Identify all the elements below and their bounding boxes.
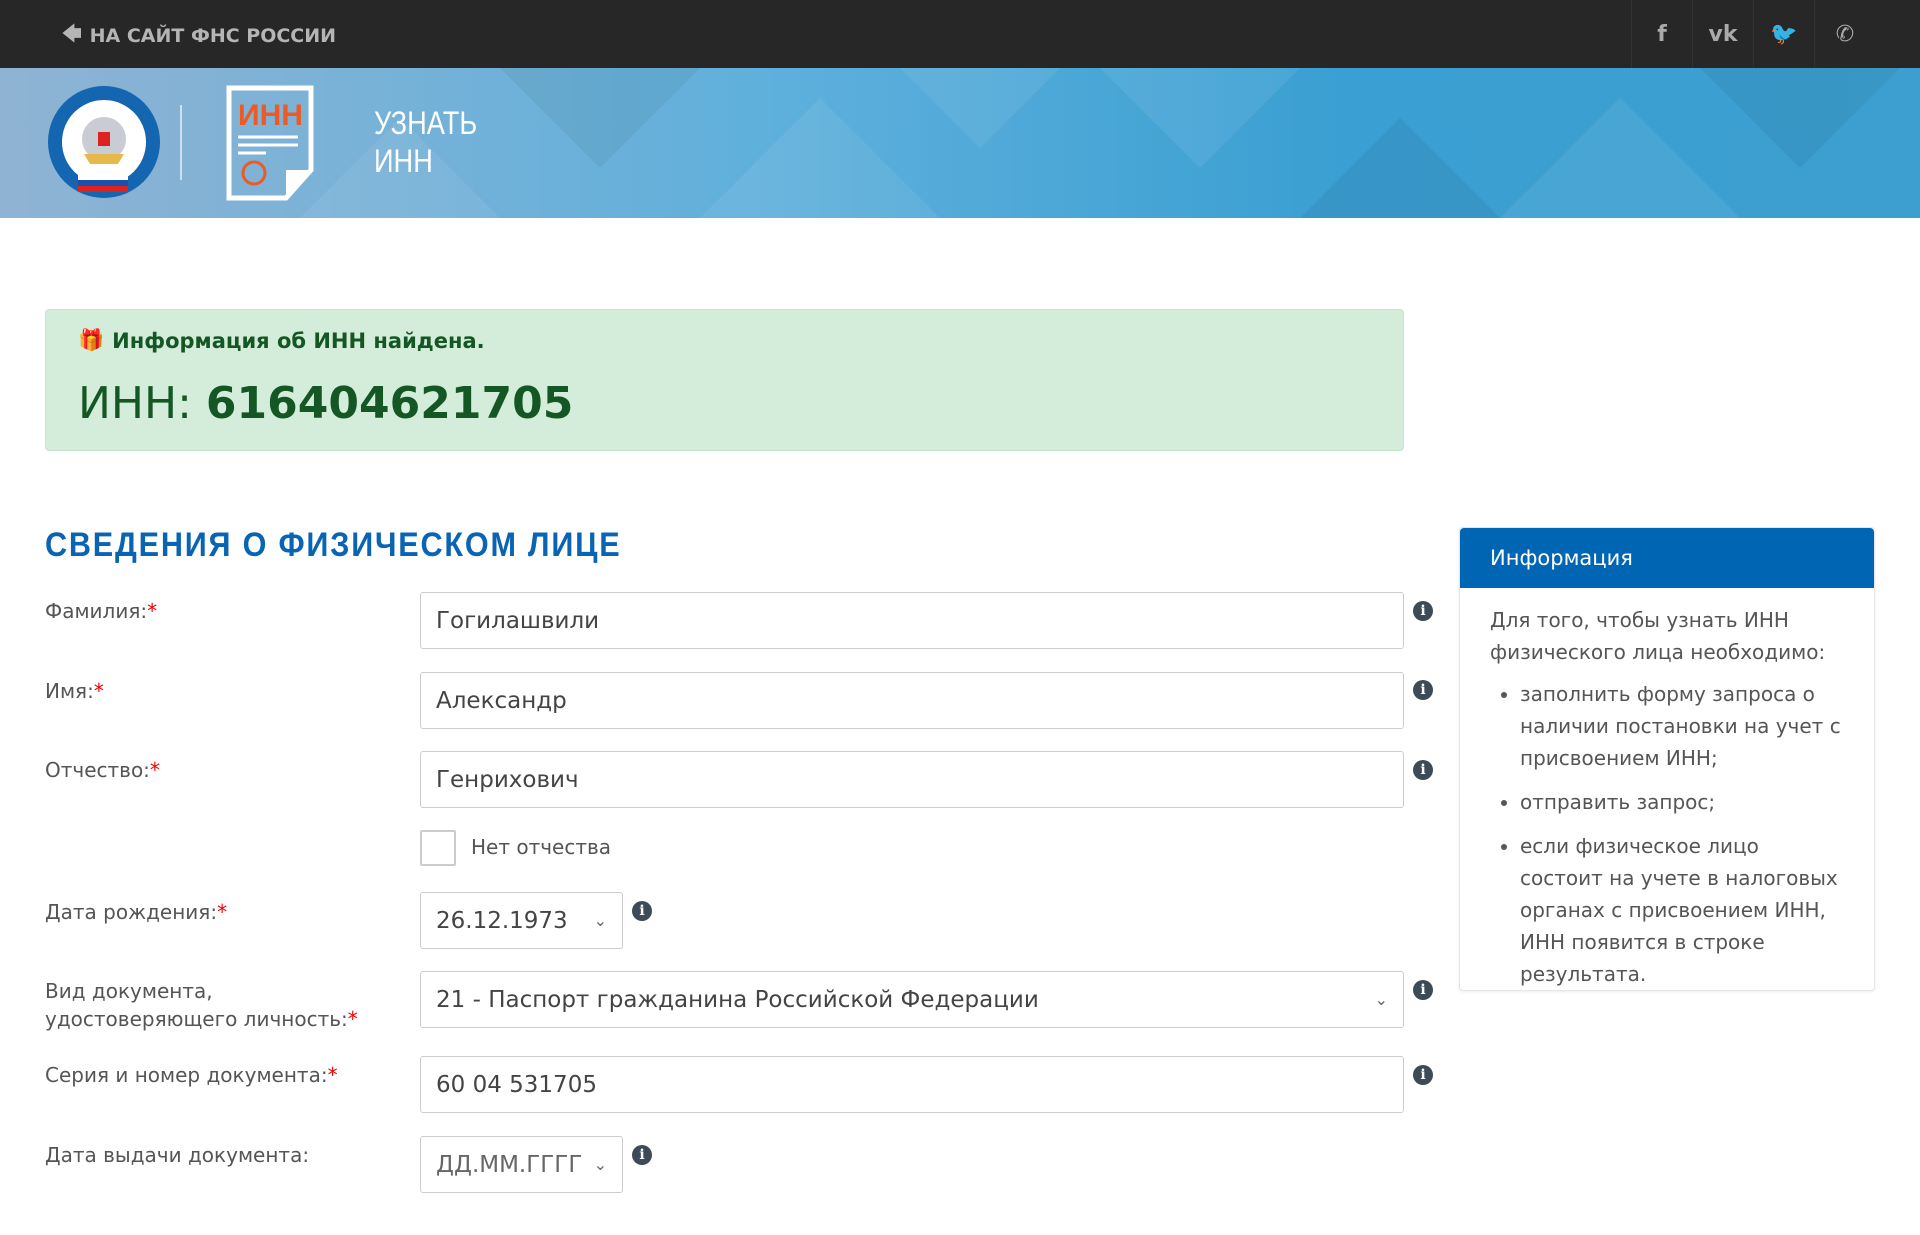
success-alert: 🎁 Информация об ИНН найдена. ИНН: 6164046…: [45, 309, 1404, 451]
birth-date-select[interactable]: 26.12.1973 ⌄: [420, 892, 623, 949]
info-icon[interactable]: i: [1413, 760, 1433, 780]
top-bar: 🡄 НА САЙТ ФНС РОССИИ f vk 🐦 ✆: [0, 0, 1920, 68]
name-input[interactable]: Александр: [420, 672, 1404, 729]
logo-separator: [180, 105, 182, 180]
arrow-left-icon: 🡄: [62, 23, 82, 45]
diamond-pattern: [300, 68, 1900, 218]
gift-icon: 🎁: [78, 328, 105, 352]
issue-date-select[interactable]: ДД.ММ.ГГГГ ⌄: [420, 1136, 623, 1193]
twitter-icon[interactable]: 🐦: [1753, 0, 1814, 68]
birth-date-label: Дата рождения:*: [45, 900, 228, 924]
fns-emblem-logo: [48, 86, 160, 198]
doc-number-label: Серия и номер документа:*: [45, 1063, 338, 1087]
patronymic-input[interactable]: Генрихович: [420, 751, 1404, 808]
info-icon[interactable]: i: [632, 901, 652, 921]
list-item: отправить запрос;: [1520, 786, 1844, 818]
issue-date-label: Дата выдачи документа:: [45, 1143, 310, 1167]
patronymic-label: Отчество:*: [45, 758, 160, 782]
header-banner: [0, 68, 1920, 218]
doc-type-select[interactable]: 21 - Паспорт гражданина Российской Федер…: [420, 971, 1404, 1028]
name-label: Имя:*: [45, 679, 104, 703]
list-item: заполнить форму запроса о наличии постан…: [1520, 678, 1844, 774]
page-title: УЗНАТЬ ИНН: [374, 105, 478, 179]
info-panel: Информация Для того, чтобы узнать ИНН фи…: [1459, 527, 1875, 991]
info-icon[interactable]: i: [1413, 680, 1433, 700]
back-to-fns-link[interactable]: 🡄 НА САЙТ ФНС РОССИИ: [62, 20, 336, 52]
doc-number-input[interactable]: 60 04 531705: [420, 1056, 1404, 1113]
info-icon[interactable]: i: [632, 1145, 652, 1165]
inn-result: ИНН: 616404621705: [78, 378, 574, 429]
surname-input[interactable]: Гогилашвили: [420, 592, 1404, 649]
info-icon[interactable]: i: [1413, 601, 1433, 621]
facebook-icon[interactable]: f: [1631, 0, 1692, 68]
info-icon[interactable]: i: [1413, 980, 1433, 1000]
no-patronymic-checkbox[interactable]: [420, 830, 456, 866]
doc-type-label: Вид документа, удостоверяющего личность:*: [45, 979, 358, 1031]
chevron-down-icon: ⌄: [1374, 990, 1388, 1009]
inn-document-logo: ИНН: [226, 85, 314, 201]
svg-text:ИНН: ИНН: [238, 99, 303, 132]
info-icon[interactable]: i: [1413, 1065, 1433, 1085]
chevron-down-icon: ⌄: [593, 1155, 607, 1174]
surname-label: Фамилия:*: [45, 599, 158, 623]
info-panel-title: Информация: [1460, 528, 1874, 588]
vk-icon[interactable]: vk: [1692, 0, 1753, 68]
no-patronymic-label[interactable]: Нет отчества: [471, 835, 612, 859]
info-panel-intro: Для того, чтобы узнать ИНН физического л…: [1490, 608, 1826, 664]
chevron-down-icon: ⌄: [593, 911, 607, 930]
list-item: если физическое лицо состоит на учете в …: [1520, 830, 1844, 990]
phone-icon[interactable]: ✆: [1814, 0, 1875, 68]
section-heading: СВЕДЕНИЯ О ФИЗИЧЕСКОМ ЛИЦЕ: [45, 526, 622, 564]
